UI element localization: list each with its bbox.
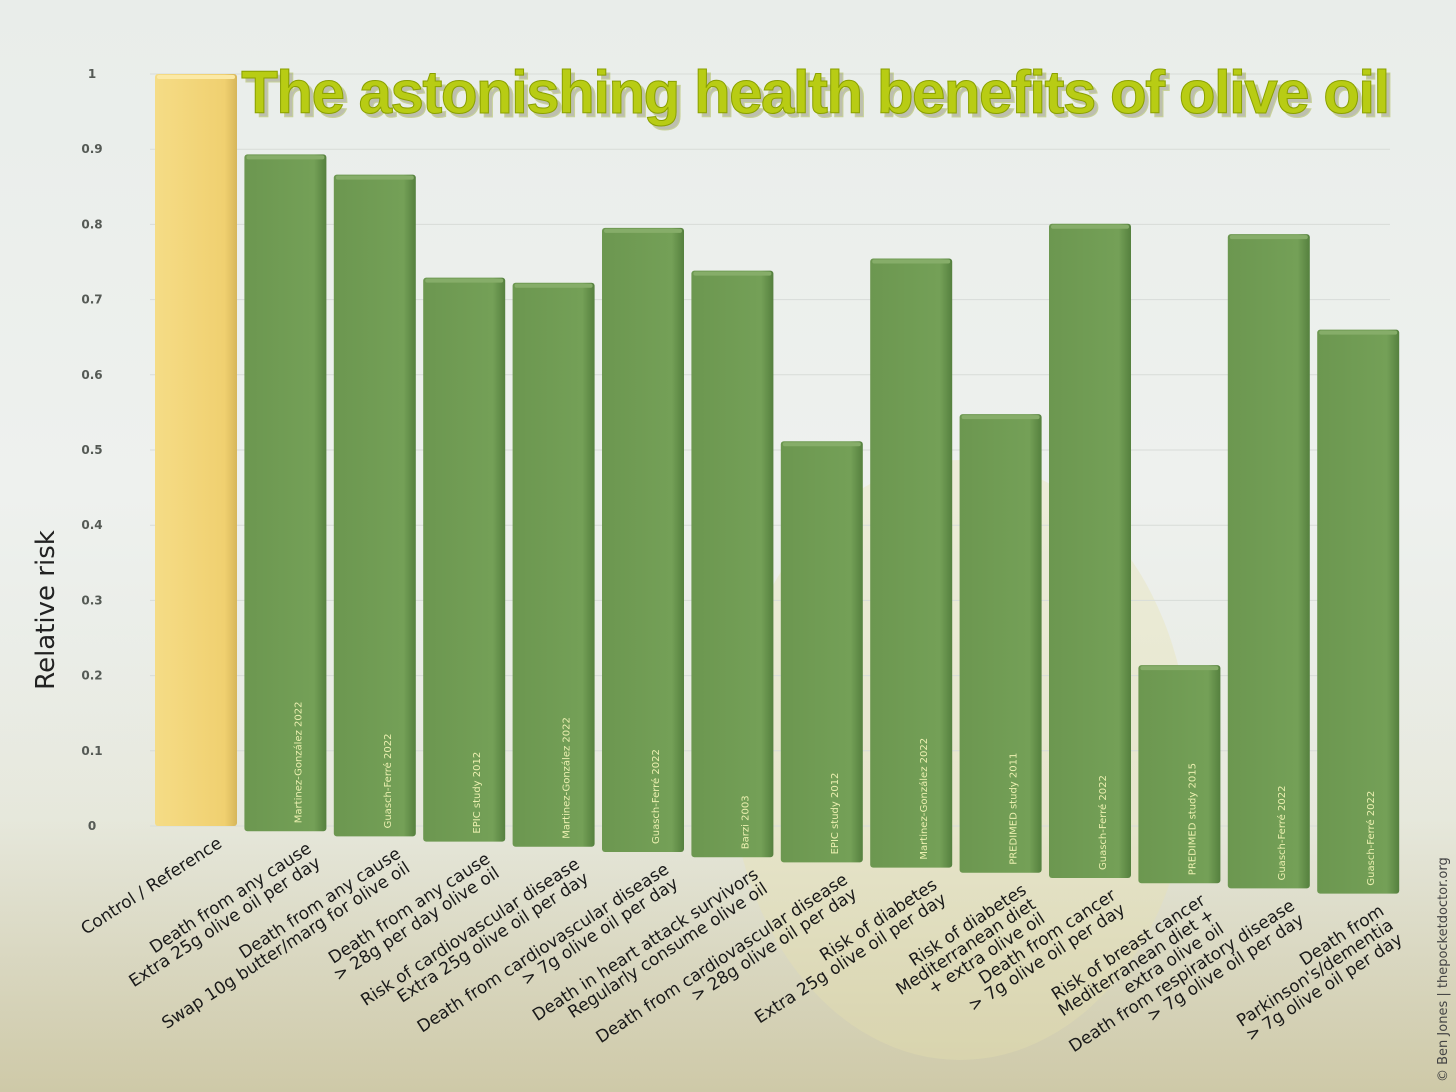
y-tick-label: 0.9	[81, 142, 102, 156]
bar-source-label: Martinez-González 2022	[561, 717, 573, 839]
bar-top-highlight	[1051, 224, 1129, 229]
credit-text: © Ben Jones | thepocketdoctor.org	[1436, 857, 1451, 1082]
bar-top-highlight	[604, 228, 682, 233]
bar	[244, 154, 327, 832]
bar-top-highlight	[157, 75, 235, 79]
bar-source-label: Guasch-Ferré 2022	[650, 749, 662, 844]
bar-source-label: Guasch-Ferré 2022	[382, 734, 394, 829]
bar-top-highlight	[335, 175, 414, 180]
chart-title: The astonishing health benefits of olive…	[241, 59, 1388, 126]
bar	[602, 227, 684, 853]
y-tick-label: 0	[88, 819, 96, 833]
bar	[333, 174, 416, 837]
bar	[870, 258, 953, 868]
bar	[1227, 234, 1310, 889]
bar-top-highlight	[1140, 666, 1219, 671]
bar-top-highlight	[1229, 235, 1308, 240]
bar	[780, 441, 863, 863]
bar	[691, 270, 774, 858]
bar-top-highlight	[961, 415, 1040, 420]
bar-source-label: Guasch-Ferré 2022	[1097, 775, 1109, 870]
bar-top-highlight	[782, 442, 861, 447]
bar-top-highlight	[425, 278, 504, 283]
y-tick-label: 0.4	[81, 518, 102, 532]
bar	[1317, 329, 1400, 894]
bar	[423, 277, 506, 842]
y-axis-ticks: 0 0.1 0.2 0.3 0.4 0.5 0.6 0.7 0.8 0.9 1	[81, 67, 102, 833]
bar-top-highlight	[693, 271, 772, 276]
bar	[1049, 223, 1131, 878]
bar-top-highlight	[872, 259, 951, 264]
bar-source-label: Guasch-Ferré 2022	[1276, 786, 1288, 881]
y-tick-label: 1	[88, 67, 96, 81]
chart-title-shadow: The astonishing health benefits of olive…	[245, 63, 1392, 130]
bar-top-highlight	[246, 155, 325, 160]
y-tick-label: 0.8	[81, 217, 102, 231]
reference-bar	[155, 74, 237, 826]
bar	[1138, 665, 1221, 884]
y-axis-label: Relative risk	[31, 530, 61, 690]
y-tick-label: 0.1	[81, 744, 102, 758]
bar-source-label: Barzi 2003	[740, 795, 751, 849]
bar-top-highlight	[514, 283, 593, 288]
bars: Martinez-González 2022 Guasch-Ferré 2022 E…	[155, 74, 1400, 894]
bar-source-label: EPIC study 2012	[830, 773, 841, 855]
bar-source-label: PREDIMED study 2011	[1009, 753, 1020, 865]
y-tick-label: 0.6	[81, 368, 102, 382]
bar-source-label: Martinez-González 2022	[292, 702, 304, 824]
y-tick-label: 0.2	[81, 669, 102, 683]
bar	[959, 414, 1042, 873]
bar-source-label: EPIC study 2012	[472, 752, 483, 834]
bar	[512, 282, 595, 847]
y-tick-label: 0.5	[81, 443, 102, 457]
y-tick-label: 0.7	[81, 293, 102, 307]
bar-source-label: PREDIMED study 2015	[1187, 763, 1198, 875]
y-tick-label: 0.3	[81, 593, 102, 607]
bar-top-highlight	[1319, 330, 1398, 335]
bar-source-label: Martinez-González 2022	[918, 738, 930, 860]
bar-source-label: Guasch-Ferré 2022	[1365, 791, 1377, 886]
